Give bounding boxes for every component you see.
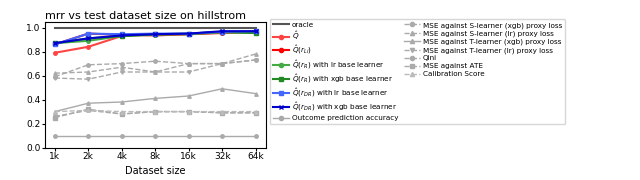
Legend: oracle, $\hat{Q}$, $\hat{Q}(r_{Li})$, $\hat{Q}(r_R)$ with lr base learner, $\hat: oracle, $\hat{Q}$, $\hat{Q}(r_{Li})$, $\… xyxy=(270,19,565,124)
X-axis label: Dataset size: Dataset size xyxy=(125,166,186,176)
Text: mrr vs test dataset size on hillstrom: mrr vs test dataset size on hillstrom xyxy=(45,11,246,21)
